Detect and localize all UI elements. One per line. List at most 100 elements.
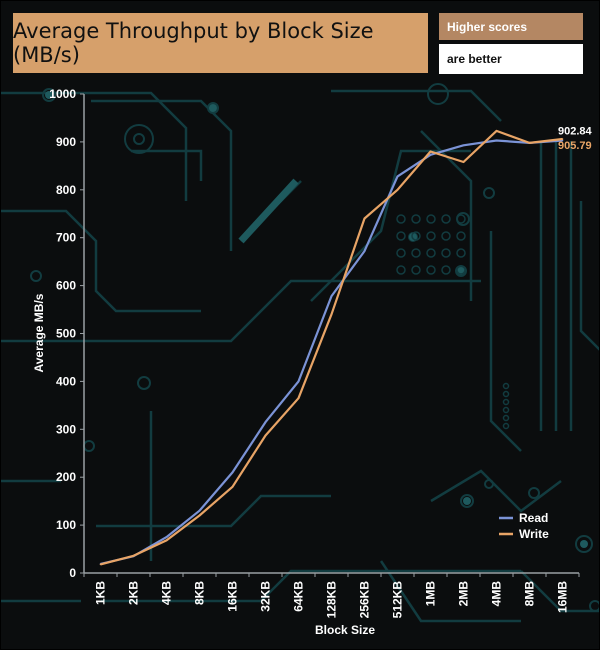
circuit-pad xyxy=(460,494,474,508)
x-tick-label: 512KB xyxy=(391,581,405,619)
circuit-pad xyxy=(483,187,495,199)
x-tick-label: 256KB xyxy=(358,581,372,619)
data-point-write xyxy=(495,130,498,132)
end-value-label-write: 905.79 xyxy=(558,140,592,152)
y-axis-title: Average MB/s xyxy=(32,293,46,372)
data-point-write xyxy=(165,539,168,542)
circuit-via xyxy=(396,231,406,241)
data-point-write xyxy=(132,554,135,557)
data-point-write xyxy=(429,150,432,153)
note-top-text: Higher scores xyxy=(447,19,528,34)
circuit-via xyxy=(441,248,451,258)
circuit-trace xyxy=(96,494,331,528)
x-axis-title: Block Size xyxy=(315,623,375,637)
circuit-pad xyxy=(427,83,449,105)
data-point-write xyxy=(99,563,102,566)
circuit-trace xyxy=(101,569,521,603)
circuit-pad xyxy=(484,479,494,489)
legend-label-write: Write xyxy=(519,527,549,541)
x-tick-label: 4KB xyxy=(160,581,174,605)
series-line-read xyxy=(100,139,563,565)
data-point-write xyxy=(330,313,333,316)
circuit-pad-fill xyxy=(580,540,588,548)
circuit-pad xyxy=(124,124,154,154)
y-tick-label: 500 xyxy=(56,327,76,341)
circuit-pad xyxy=(207,102,219,114)
note-bottom-text: are better xyxy=(447,52,502,66)
data-point-write xyxy=(231,485,234,488)
data-point-read xyxy=(297,380,300,383)
data-point-read xyxy=(231,471,234,474)
circuit-trace xyxy=(489,231,522,452)
note-are-better: are better xyxy=(439,44,583,74)
data-point-write xyxy=(528,142,531,144)
circuit-trace xyxy=(520,570,599,613)
circuit-pad xyxy=(137,376,151,390)
circuit-pad xyxy=(589,600,599,612)
circuit-via xyxy=(456,231,466,241)
circuit-trace xyxy=(379,560,521,623)
circuit-trace xyxy=(331,89,502,122)
circuit-via xyxy=(456,248,466,258)
y-tick-label: 300 xyxy=(56,422,76,436)
x-tick-label: 64KB xyxy=(292,581,306,612)
circuit-via xyxy=(426,265,436,275)
chart-labels: 902.84 Read 905.79 Write xyxy=(499,125,593,541)
circuit-trace xyxy=(1,209,201,313)
data-point-read xyxy=(396,175,399,178)
circuit-via xyxy=(456,265,466,275)
x-tick-label: 1KB xyxy=(94,581,108,605)
x-tick-label: 8MB xyxy=(523,581,537,607)
circuit-via xyxy=(426,231,436,241)
circuit-via xyxy=(396,265,406,275)
y-tick-label: 0 xyxy=(69,566,76,580)
data-point-write xyxy=(363,217,366,220)
circuit-via xyxy=(502,406,510,414)
circuit-pad-fill xyxy=(409,233,417,241)
circuit-via xyxy=(411,265,421,275)
x-tick-label: 16MB xyxy=(556,581,570,613)
data-point-read xyxy=(363,250,366,252)
circuit-pad xyxy=(42,88,56,102)
circuit-trace xyxy=(420,130,473,301)
y-tick-label: 400 xyxy=(56,374,76,388)
data-point-write xyxy=(396,189,399,191)
circuit-via xyxy=(411,214,421,224)
circuit-via xyxy=(411,248,421,258)
circuit-trace xyxy=(238,178,299,244)
circuit-pad xyxy=(133,133,145,145)
circuit-via xyxy=(411,231,421,241)
circuit-via xyxy=(441,265,451,275)
x-tick-label: 8KB xyxy=(193,581,207,605)
x-tick-label: 16KB xyxy=(226,581,240,612)
circuit-pad xyxy=(575,535,593,553)
data-point-write xyxy=(198,514,201,517)
circuit-pad xyxy=(30,270,42,282)
circuit-trace xyxy=(1,279,481,343)
data-point-write xyxy=(462,161,465,163)
y-tick-label: 100 xyxy=(56,518,76,532)
series-line-write xyxy=(100,129,563,566)
data-point-read xyxy=(198,509,201,512)
y-tick-label: 900 xyxy=(56,135,76,149)
y-tick-label: 1000 xyxy=(49,87,76,101)
legend-label-read: Read xyxy=(519,511,548,525)
x-tick-label: 32KB xyxy=(259,581,273,612)
data-point-read xyxy=(264,421,267,423)
circuit-pad-fill xyxy=(463,497,471,505)
data-point-write xyxy=(264,434,267,437)
data-point-write xyxy=(561,138,564,140)
circuit-via xyxy=(426,248,436,258)
circuit-trace xyxy=(579,201,599,351)
chart-series xyxy=(99,129,564,566)
note-higher-scores: Higher scores xyxy=(439,13,583,40)
data-point-read xyxy=(165,536,168,538)
y-tick-label: 800 xyxy=(56,183,76,197)
circuit-via xyxy=(396,214,406,224)
circuit-via xyxy=(456,214,466,224)
circuit-via xyxy=(502,390,510,398)
circuit-via xyxy=(441,214,451,224)
x-tick-label: 1MB xyxy=(424,581,438,607)
